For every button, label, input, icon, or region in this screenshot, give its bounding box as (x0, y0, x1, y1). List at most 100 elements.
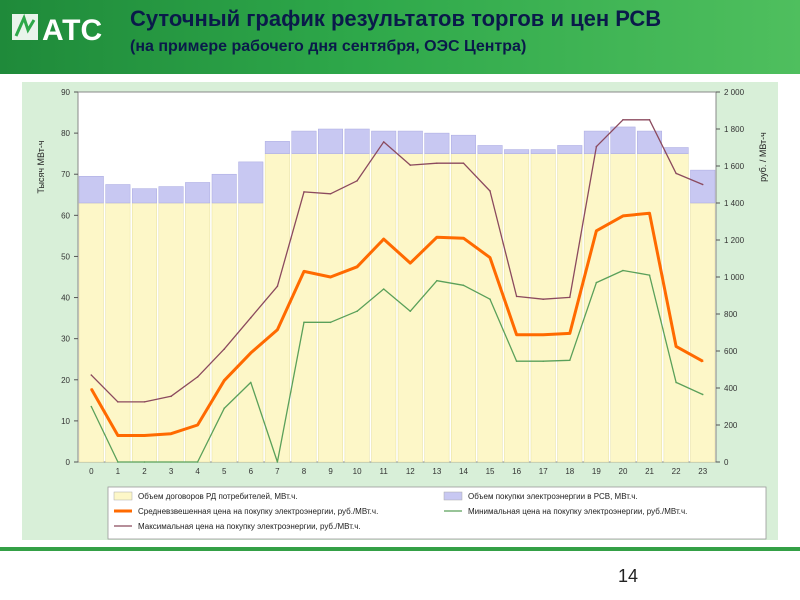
bar-rd (610, 153, 636, 463)
legend-label: Объем покупки электроэнергии в РСВ, МВт.… (468, 492, 638, 501)
x-tick-label: 7 (275, 467, 280, 476)
x-tick-label: 0 (89, 467, 94, 476)
legend-swatch (113, 491, 133, 501)
line-point (382, 141, 385, 143)
line-point (303, 270, 305, 273)
bar-rsv (424, 132, 450, 154)
x-tick-label: 20 (619, 467, 628, 476)
y-tick-label: 50 (61, 252, 70, 261)
x-tick-label: 17 (539, 467, 548, 476)
line-point (196, 424, 199, 426)
x-tick-label: 12 (406, 467, 415, 476)
line-point (436, 162, 438, 165)
bar-rsv (690, 169, 716, 204)
line-point (329, 321, 332, 324)
svg-text:АТС: АТС (42, 14, 102, 47)
bar-rd (238, 202, 264, 463)
bar-rsv (291, 130, 317, 154)
y2-tick-label: 1 400 (724, 199, 745, 208)
y2-tick-label: 400 (724, 384, 738, 393)
line-point (622, 215, 624, 217)
x-tick-label: 10 (353, 467, 362, 476)
line-point (489, 298, 491, 301)
y-tick-label: 10 (61, 417, 70, 426)
x-tick-label: 19 (592, 467, 601, 476)
y-tick-label: 80 (61, 129, 70, 138)
y2-tick-label: 1 000 (724, 273, 745, 282)
y2-axis-label: руб. / МВт-ч (758, 132, 768, 182)
legend-label: Объем договоров РД потребителей, МВт.ч. (138, 492, 297, 501)
line-point (409, 310, 412, 313)
bar-rsv (530, 149, 556, 154)
x-tick-label: 22 (672, 467, 681, 476)
y-tick-label: 70 (61, 170, 70, 179)
line-point (329, 276, 332, 278)
line-point (223, 407, 226, 410)
line-point (143, 461, 146, 463)
legend-label: Максимальная цена на покупку электроэнер… (138, 522, 361, 531)
legend-box (107, 486, 767, 540)
line-min-price (90, 269, 703, 463)
x-tick-label: 3 (169, 467, 174, 476)
bar-rd (158, 202, 184, 463)
bar-rsv (185, 182, 211, 204)
legend-label: Средневзвешенная цена на покупку электро… (138, 507, 378, 516)
bar-rd (344, 153, 370, 463)
x-tick-label: 8 (302, 467, 307, 476)
y-tick-label: 0 (66, 458, 71, 467)
line-point (515, 333, 518, 336)
line-point (542, 360, 545, 362)
line-point (648, 118, 651, 121)
bar-rd (530, 153, 556, 463)
x-tick-label: 16 (512, 467, 521, 476)
bar-rsv (78, 176, 104, 204)
line-point (249, 381, 252, 384)
line-point (701, 183, 704, 186)
x-tick-label: 23 (698, 467, 707, 476)
line-point (249, 352, 252, 354)
bar-rsv (637, 130, 663, 154)
line-point (595, 145, 598, 148)
line-point (436, 279, 438, 282)
y-tick-label: 60 (61, 211, 70, 220)
bar-rd (397, 153, 423, 463)
line-point (489, 256, 491, 259)
y-tick-label: 40 (61, 294, 70, 303)
line-point (329, 192, 332, 195)
bar-rsv (264, 141, 290, 154)
line-point (117, 434, 119, 437)
line-point (170, 432, 172, 435)
x-tick-label: 4 (195, 467, 200, 476)
x-tick-label: 21 (645, 467, 654, 476)
y2-tick-label: 600 (724, 347, 738, 356)
line-point (143, 434, 146, 437)
line-point (701, 360, 704, 362)
line-point (303, 321, 305, 324)
line-point (675, 172, 677, 175)
line-point (249, 316, 252, 319)
x-tick-label: 2 (142, 467, 147, 476)
line-point (223, 379, 226, 382)
x-tick-label: 6 (249, 467, 254, 476)
line-point (462, 237, 465, 239)
y2-tick-label: 200 (724, 421, 738, 430)
x-tick-label: 14 (459, 467, 468, 476)
bar-rd (131, 202, 157, 463)
legend-label: Минимальная цена на покупку электроэнерг… (468, 507, 687, 516)
x-tick-label: 15 (486, 467, 495, 476)
x-tick-label: 9 (328, 467, 333, 476)
bar-rsv (557, 145, 583, 154)
line-point (382, 238, 385, 240)
line-point (568, 332, 571, 335)
line-point (117, 461, 119, 463)
bottom-divider (0, 547, 800, 551)
y-axis-label: Тысяч МВт-ч (36, 140, 46, 193)
line-point (515, 295, 518, 298)
line-point (675, 345, 677, 348)
line-point (276, 328, 279, 331)
y2-tick-label: 0 (724, 458, 729, 467)
bar-rd (450, 153, 476, 463)
x-tick-label: 5 (222, 467, 227, 476)
line-point (196, 376, 199, 378)
